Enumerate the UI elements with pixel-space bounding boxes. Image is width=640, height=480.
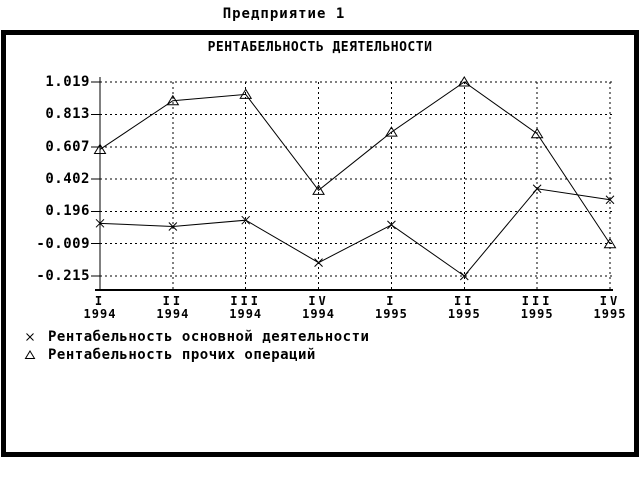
triangle-marker — [93, 143, 107, 154]
year-label: 1995 — [447, 307, 481, 321]
triangle-marker — [603, 237, 617, 249]
x-marker-icon — [26, 333, 34, 341]
quarter-label: III — [230, 294, 262, 308]
x-marker — [387, 220, 396, 230]
triangle-marker — [166, 94, 180, 106]
triangle-marker — [312, 184, 325, 195]
x-axis-label: I 1994 — [64, 295, 136, 321]
quarter-label: I — [94, 294, 106, 308]
legend-item: Рентабельность прочих операций — [22, 346, 369, 364]
y-tick-label: 0.813 — [45, 106, 90, 123]
y-tick-label: 1.019 — [45, 74, 90, 90]
x-axis-label: I 1995 — [355, 295, 427, 321]
y-tick-label: 0.402 — [45, 171, 90, 187]
legend-label: Рентабельность прочих операций — [48, 347, 316, 363]
year-label: 1995 — [374, 307, 408, 321]
x-marker — [532, 184, 542, 194]
quarter-label: II — [162, 294, 184, 308]
x-marker — [168, 222, 178, 231]
triangle-marker — [530, 127, 544, 139]
year-label: 1994 — [83, 307, 117, 321]
quarter-label: II — [454, 294, 475, 308]
x-axis-label: II 1994 — [137, 295, 209, 321]
y-tick-label: -0.009 — [36, 235, 90, 252]
year-label: 1995 — [593, 307, 627, 321]
x-axis-label: II 1995 — [428, 295, 500, 321]
series-line-0 — [99, 188, 611, 277]
x-marker — [241, 215, 251, 225]
y-tick-label: 0.196 — [45, 203, 90, 220]
x-axis-label: IV 1995 — [574, 295, 640, 321]
y-tick-label: 0.607 — [45, 138, 90, 155]
chart-legend: Рентабельность основной деятельности Рент… — [22, 328, 369, 364]
x-marker — [314, 258, 323, 267]
quarter-label: III — [521, 294, 553, 308]
quarter-label: IV — [308, 294, 329, 308]
triangle-marker — [457, 76, 471, 87]
quarter-label: IV — [599, 294, 621, 308]
year-label: 1994 — [302, 307, 336, 321]
legend-label: Рентабельность основной деятельности — [48, 329, 370, 345]
year-label: 1994 — [156, 307, 190, 321]
series-line-1 — [99, 81, 611, 245]
x-axis-label: III 1995 — [501, 295, 573, 321]
x-axis-label: III 1994 — [210, 295, 282, 321]
quarter-label: I — [386, 294, 397, 308]
chart-title: РЕНТАБЕЛЬНОСТЬ ДЕЯТЕЛЬНОСТИ — [207, 40, 433, 55]
year-label: 1995 — [520, 307, 554, 321]
x-marker — [95, 218, 105, 228]
x-marker — [459, 271, 469, 281]
chart-frame — [1, 30, 639, 457]
triangle-marker-icon — [24, 350, 36, 359]
year-label: 1994 — [229, 307, 263, 321]
window-title: Предприятие 1 — [222, 6, 346, 22]
legend-item: Рентабельность основной деятельности — [22, 328, 369, 346]
triangle-marker — [385, 126, 398, 137]
x-axis-label: IV 1994 — [283, 295, 355, 321]
x-marker — [605, 195, 615, 205]
triangle-marker — [239, 88, 253, 99]
y-tick-label: -0.215 — [36, 268, 90, 284]
